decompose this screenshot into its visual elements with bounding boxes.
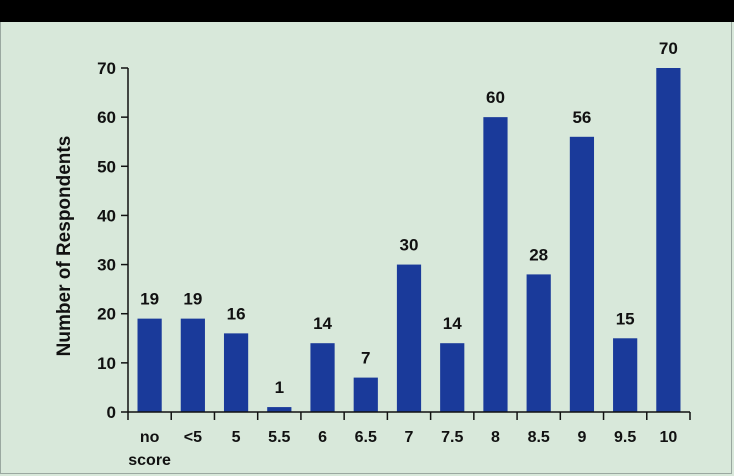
x-ticks-group: no score <5 5 5.5 6 6.5 7 7.5 8 8.5 9 9.5 10 <box>127 412 691 469</box>
x-tick-label: 5 <box>232 429 241 446</box>
bar <box>526 274 551 412</box>
y-tick-label: 60 <box>97 108 116 127</box>
y-tick-label: 20 <box>97 305 116 324</box>
x-tick-label: 5.5 <box>268 429 290 446</box>
data-label: 14 <box>443 314 462 333</box>
panel-border <box>0 22 732 474</box>
y-tick-label: 50 <box>97 157 116 176</box>
x-tick-label: 8 <box>491 429 500 446</box>
y-tick-label: 0 <box>107 403 116 422</box>
data-label: 30 <box>400 236 419 255</box>
bar <box>440 343 465 412</box>
bar <box>353 377 378 412</box>
x-tick-label: 9 <box>577 429 586 446</box>
x-tick-label: <5 <box>184 429 202 446</box>
data-label: 14 <box>313 314 332 333</box>
y-axis-label: Number of Respondents <box>54 136 75 357</box>
data-label: 1 <box>275 378 284 397</box>
y-tick-label: 10 <box>97 354 116 373</box>
data-label: 19 <box>140 290 159 309</box>
x-tick-label: no score <box>128 429 171 469</box>
x-tick-label: 6.5 <box>355 429 377 446</box>
y-tick-label: 40 <box>97 206 116 225</box>
bars-group <box>137 68 681 413</box>
x-tick-label: 9.5 <box>614 429 636 446</box>
x-tick-label: 8.5 <box>528 429 550 446</box>
data-label: 56 <box>572 108 591 127</box>
bar <box>483 117 508 413</box>
data-label: 19 <box>183 290 202 309</box>
data-label: 16 <box>227 304 246 323</box>
bar <box>137 318 162 412</box>
bar <box>396 264 422 412</box>
x-tick-label: 10 <box>659 429 677 446</box>
axes-group <box>127 68 690 413</box>
bar <box>569 136 595 413</box>
data-label: 60 <box>486 88 505 107</box>
data-label: 15 <box>616 309 635 328</box>
data-label: 70 <box>659 39 678 58</box>
y-tick-label: 30 <box>97 256 116 275</box>
header-band <box>0 0 734 22</box>
bar <box>267 407 292 412</box>
data-label: 7 <box>361 349 370 368</box>
x-tick-label: 6 <box>318 429 327 446</box>
bar <box>180 318 205 412</box>
y-tick-label: 70 <box>97 59 116 78</box>
data-label: 28 <box>529 245 548 264</box>
y-ticks-group: 0 10 20 30 40 50 60 70 <box>97 59 128 422</box>
bar <box>656 68 681 412</box>
x-tick-label: 7 <box>405 429 414 446</box>
data-labels-group: 19 19 16 1 14 7 30 14 60 28 56 15 70 <box>140 39 678 397</box>
bar <box>223 333 249 412</box>
bar <box>310 343 335 412</box>
x-tick-label: 7.5 <box>441 429 463 446</box>
bar <box>613 338 638 412</box>
